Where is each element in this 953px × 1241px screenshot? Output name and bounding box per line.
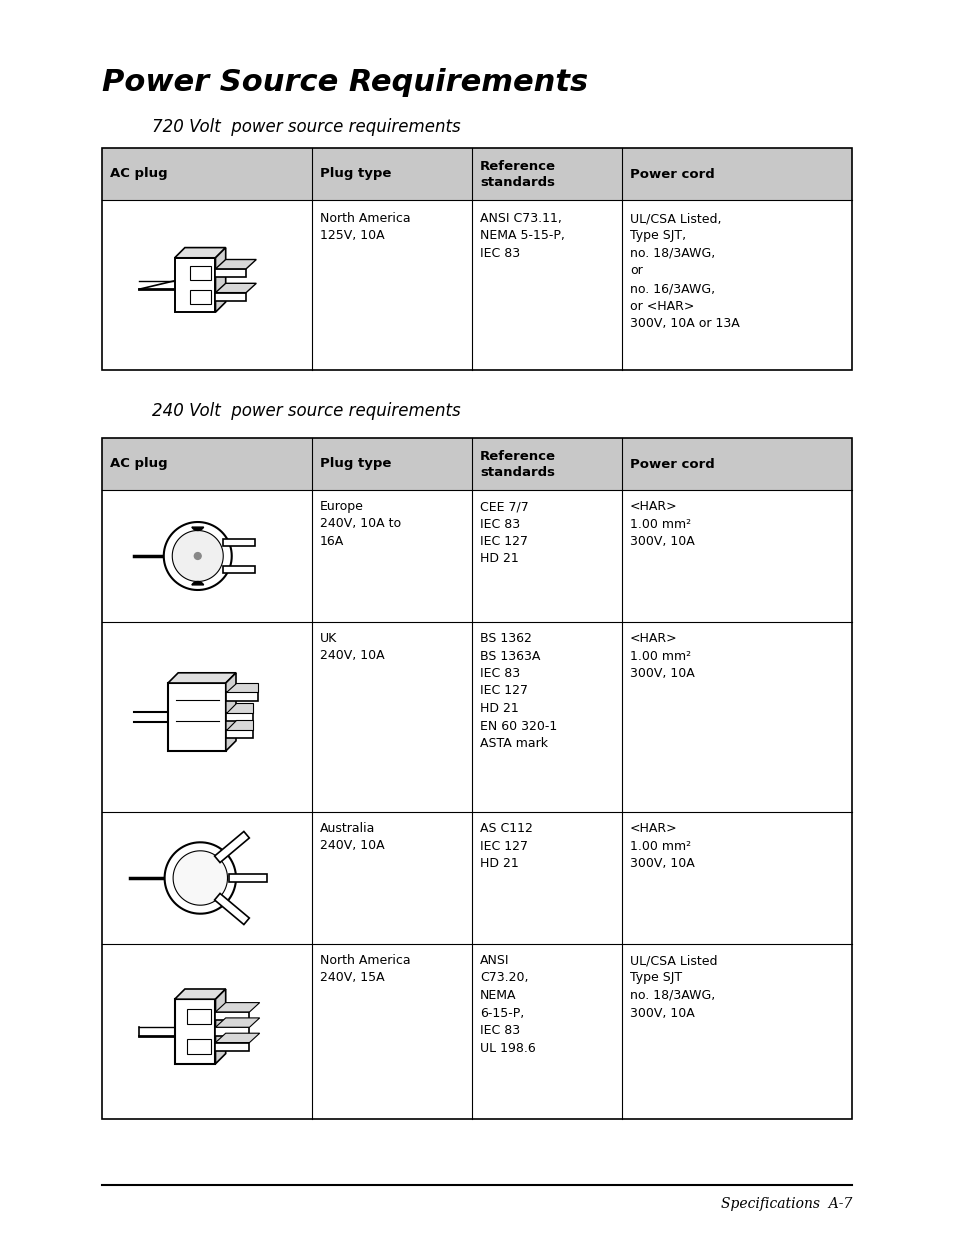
Text: Power Source Requirements: Power Source Requirements [102,68,587,97]
Bar [102,438,851,490]
Text: Plug type: Plug type [319,458,391,470]
Polygon shape [165,843,235,913]
Polygon shape [226,673,235,751]
Text: ANSI C73.11,
NEMA 5-15-P,
IEC 83: ANSI C73.11, NEMA 5-15-P, IEC 83 [479,212,564,261]
Text: 720 Volt  power source requirements: 720 Volt power source requirements [152,118,460,137]
Circle shape [194,552,201,560]
Text: 240 Volt  power source requirements: 240 Volt power source requirements [152,402,460,419]
Bar [102,148,851,370]
Text: AS C112
IEC 127
HD 21: AS C112 IEC 127 HD 21 [479,822,533,870]
Text: Australia
240V, 10A: Australia 240V, 10A [319,822,384,853]
Polygon shape [192,582,203,585]
Polygon shape [187,1009,211,1024]
Text: North America
125V, 10A: North America 125V, 10A [319,212,410,242]
Polygon shape [174,258,215,313]
Polygon shape [215,1003,259,1011]
Text: Power cord: Power cord [629,168,714,180]
Polygon shape [190,267,211,280]
Polygon shape [229,874,267,882]
Polygon shape [226,712,253,721]
Text: Reference
standards: Reference standards [479,160,556,189]
Polygon shape [214,831,249,862]
Polygon shape [190,290,211,304]
Bar [102,148,851,200]
Text: UK
240V, 10A: UK 240V, 10A [319,632,384,663]
Text: ANSI
C73.20,
NEMA
6-15-P,
IEC 83
UL 198.6: ANSI C73.20, NEMA 6-15-P, IEC 83 UL 198.… [479,954,536,1055]
Polygon shape [215,989,226,1064]
Polygon shape [214,894,249,925]
Text: Europe
240V, 10A to
16A: Europe 240V, 10A to 16A [319,500,400,549]
Polygon shape [215,1042,250,1051]
Polygon shape [172,530,223,582]
Polygon shape [226,704,253,712]
Polygon shape [168,673,235,683]
Text: CEE 7/7
IEC 83
IEC 127
HD 21: CEE 7/7 IEC 83 IEC 127 HD 21 [479,500,528,566]
Polygon shape [223,566,254,573]
Text: UL/CSA Listed
Type SJT
no. 18/3AWG,
300V, 10A: UL/CSA Listed Type SJT no. 18/3AWG, 300V… [629,954,717,1020]
Polygon shape [215,283,256,293]
Polygon shape [215,259,256,269]
Text: <HAR>
1.00 mm²
300V, 10A: <HAR> 1.00 mm² 300V, 10A [629,822,694,870]
Text: AC plug: AC plug [110,458,168,470]
Polygon shape [172,851,227,905]
Polygon shape [226,683,258,692]
Polygon shape [174,989,226,999]
Polygon shape [226,720,253,730]
Text: North America
240V, 15A: North America 240V, 15A [319,954,410,984]
Text: Power cord: Power cord [629,458,714,470]
Text: UL/CSA Listed,
Type SJT,
no. 18/3AWG,
or
no. 16/3AWG,
or <HAR>
300V, 10A or 13A: UL/CSA Listed, Type SJT, no. 18/3AWG, or… [629,212,739,330]
Polygon shape [215,1018,259,1028]
Polygon shape [223,539,254,546]
Polygon shape [226,692,258,701]
Text: Specifications  A-7: Specifications A-7 [720,1198,851,1211]
Polygon shape [215,1011,250,1020]
Text: BS 1362
BS 1363A
IEC 83
IEC 127
HD 21
EN 60 320-1
ASTA mark: BS 1362 BS 1363A IEC 83 IEC 127 HD 21 EN… [479,632,557,750]
Polygon shape [174,248,226,258]
Polygon shape [215,248,226,313]
Polygon shape [187,1039,211,1055]
Text: Plug type: Plug type [319,168,391,180]
Bar [102,438,851,1119]
Polygon shape [164,522,232,589]
Polygon shape [174,999,215,1064]
Polygon shape [215,293,246,302]
Text: <HAR>
1.00 mm²
300V, 10A: <HAR> 1.00 mm² 300V, 10A [629,500,694,549]
Polygon shape [215,269,246,277]
Text: AC plug: AC plug [110,168,168,180]
Polygon shape [215,1034,259,1042]
Polygon shape [226,730,253,738]
Polygon shape [192,527,203,530]
Text: Reference
standards: Reference standards [479,449,556,479]
Polygon shape [168,683,226,751]
Polygon shape [215,1028,250,1036]
Text: <HAR>
1.00 mm²
300V, 10A: <HAR> 1.00 mm² 300V, 10A [629,632,694,680]
